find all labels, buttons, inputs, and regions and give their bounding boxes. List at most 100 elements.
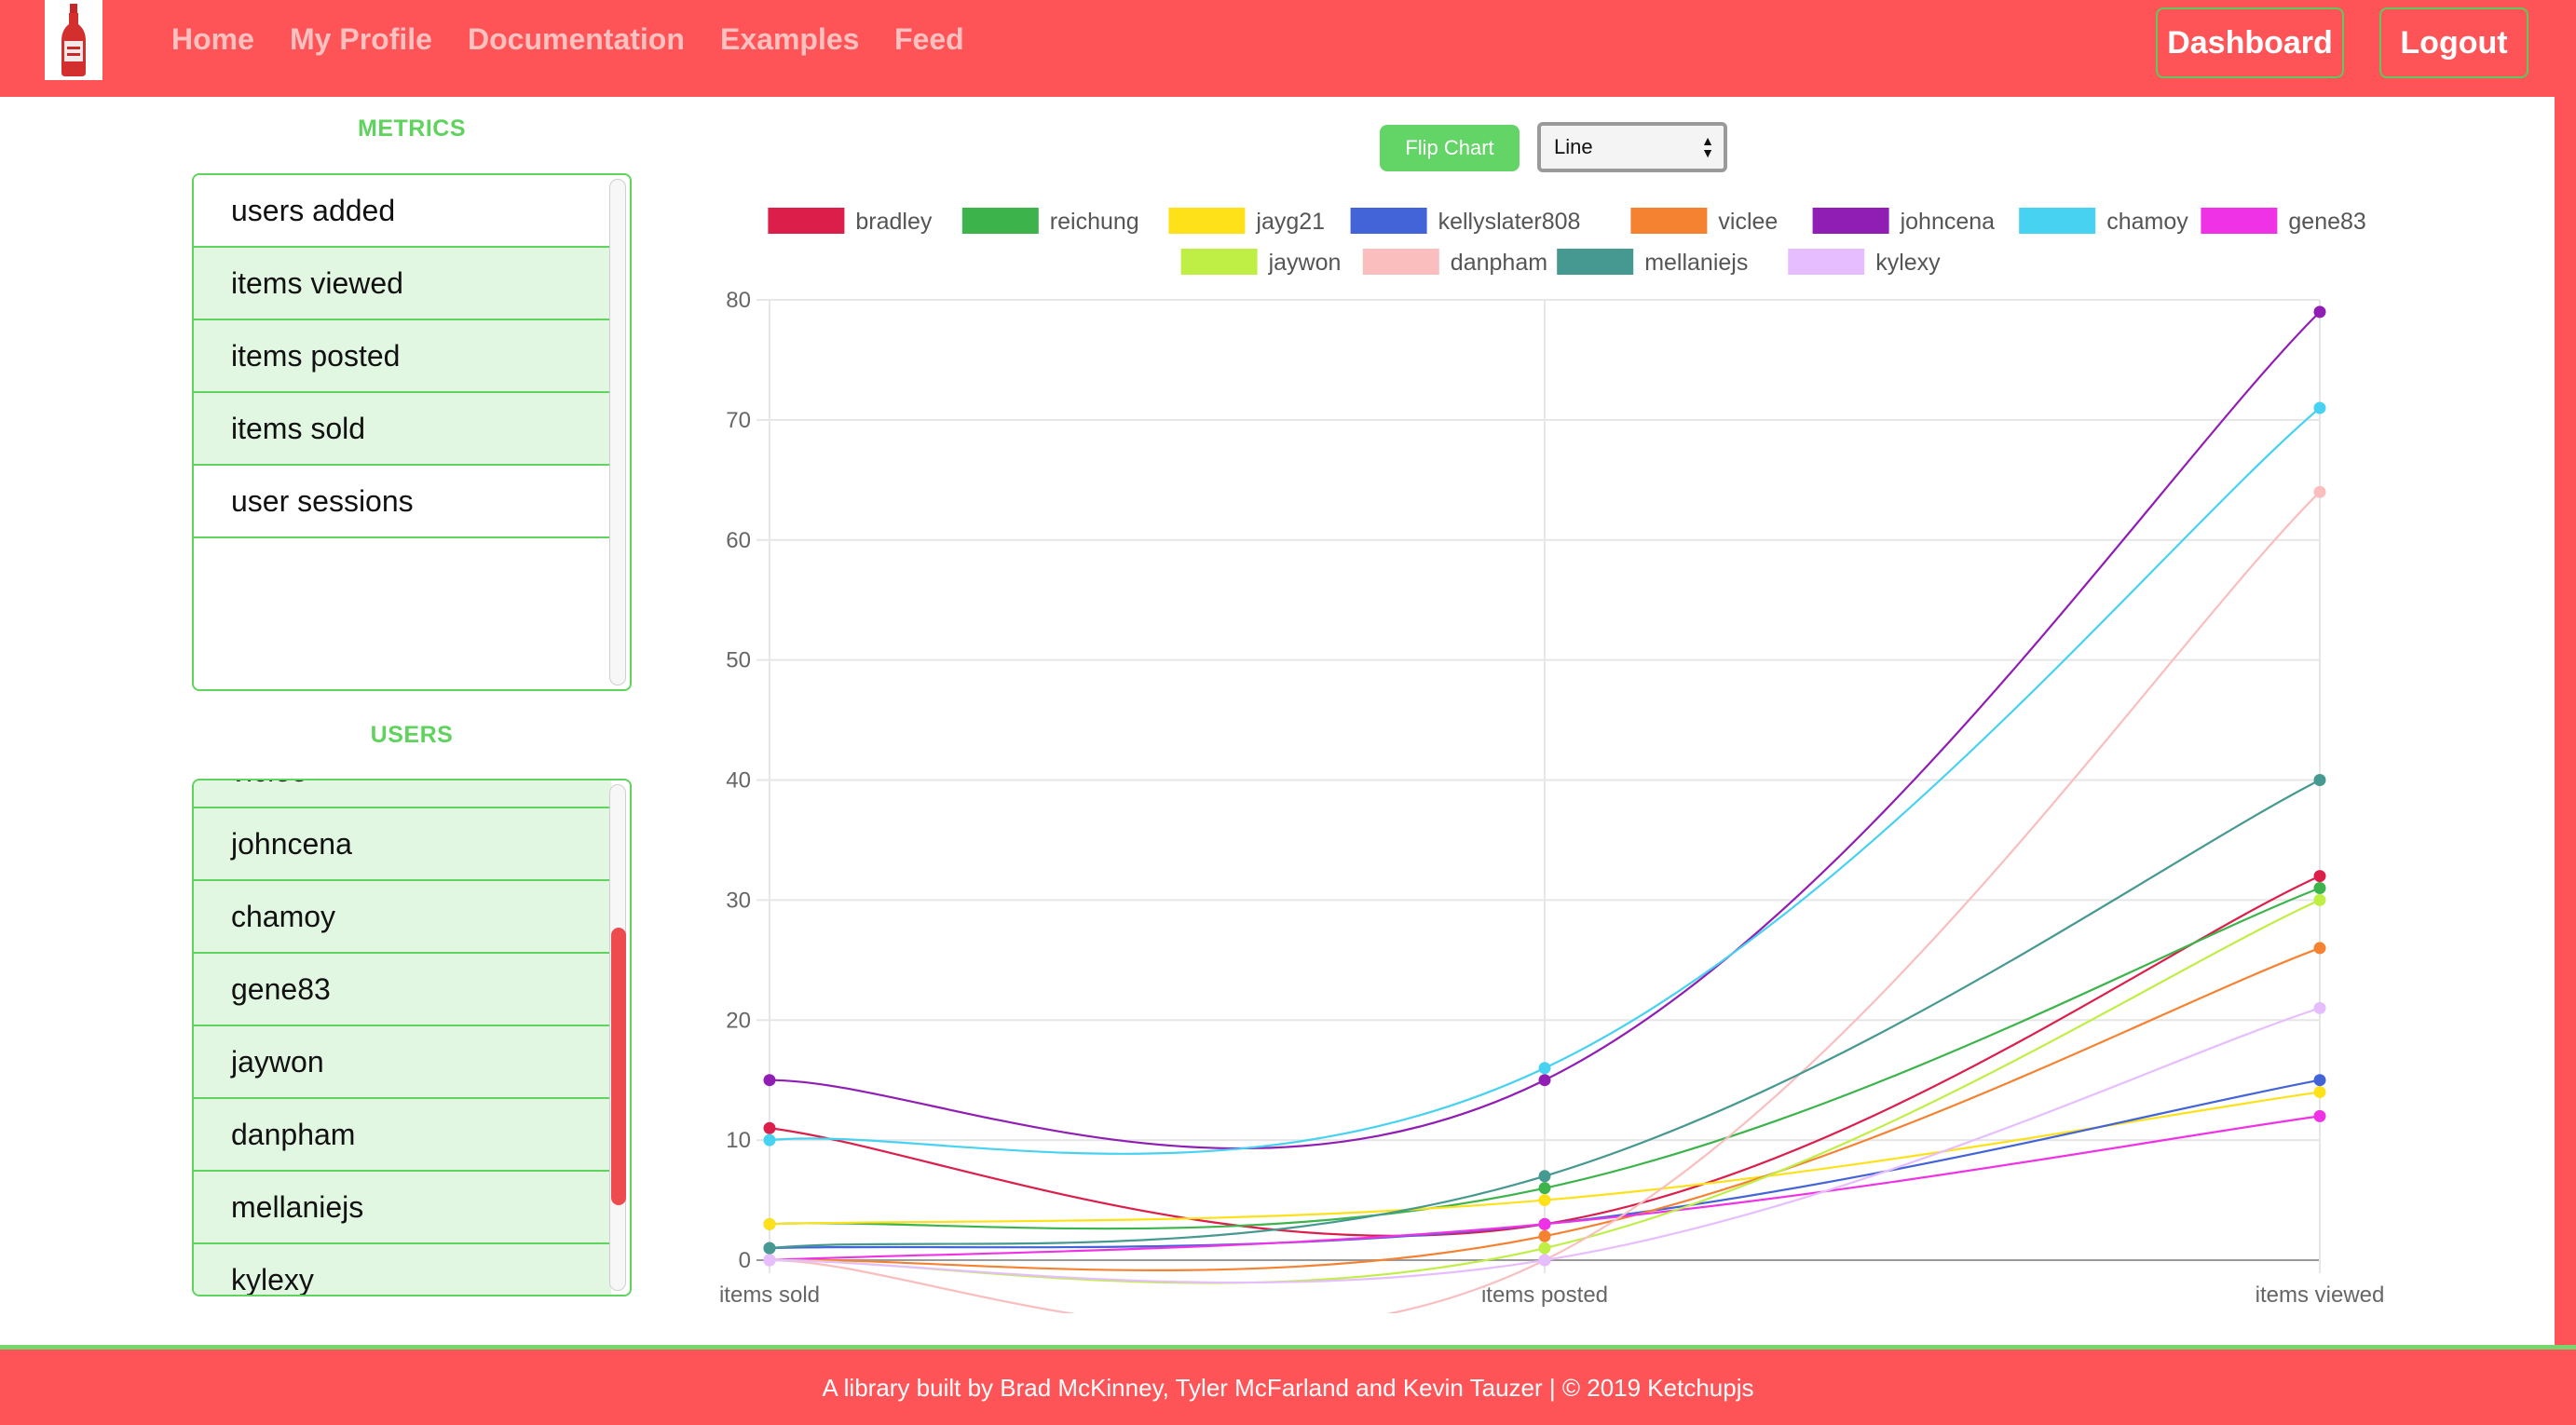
metrics-heading: METRICS xyxy=(358,115,466,142)
users-scrollbar[interactable] xyxy=(609,784,626,1291)
user-list-item[interactable]: jaywon xyxy=(194,1026,611,1099)
user-list-item[interactable]: mellaniejs xyxy=(194,1172,611,1244)
legend-swatch[interactable] xyxy=(1362,249,1439,275)
legend-swatch[interactable] xyxy=(961,208,1039,234)
y-tick-label: 0 xyxy=(739,1248,751,1273)
chart-type-select[interactable]: Line ▲ ▼ xyxy=(1537,122,1727,172)
footer: A library built by Brad McKinney, Tyler … xyxy=(0,1345,2576,1425)
nav-my-profile-link[interactable]: My Profile xyxy=(290,22,432,56)
legend-label[interactable]: bradley xyxy=(855,209,932,235)
nav-documentation-link[interactable]: Documentation xyxy=(468,22,685,56)
data-point-johncena[interactable] xyxy=(763,1074,776,1087)
metrics-line-chart: 0 10 20 30 40 50 60 70 80 items sold items posted i… xyxy=(719,208,2385,1313)
user-list-item[interactable]: kylexy xyxy=(194,1244,611,1295)
data-point-mellaniejs[interactable] xyxy=(763,1242,776,1255)
data-point-chamoy[interactable] xyxy=(763,1133,776,1147)
data-point-bradley[interactable] xyxy=(2313,870,2326,883)
data-point-jayg21[interactable] xyxy=(763,1217,776,1230)
series-line-johncena xyxy=(769,311,2321,1150)
nav-feed-link[interactable]: Feed xyxy=(894,22,964,56)
data-point-johncena[interactable] xyxy=(2313,305,2326,319)
legend-swatch[interactable] xyxy=(2201,208,2278,234)
legend-swatch[interactable] xyxy=(1180,249,1258,275)
ketchup-bottle-logo-icon[interactable] xyxy=(45,0,102,80)
data-point-jayg21[interactable] xyxy=(1538,1194,1551,1207)
data-point-gene83[interactable] xyxy=(2313,1109,2326,1122)
legend-swatch[interactable] xyxy=(1788,249,1865,275)
metric-list-item[interactable]: users added xyxy=(194,175,611,248)
data-point-mellaniejs[interactable] xyxy=(1538,1170,1551,1183)
data-point-bradley[interactable] xyxy=(763,1121,776,1134)
legend-label[interactable]: mellaniejs xyxy=(1644,250,1748,276)
legend-swatch[interactable] xyxy=(1350,208,1427,234)
legend-label[interactable]: johncena xyxy=(1900,209,1996,235)
series-line-danpham xyxy=(769,491,2321,1313)
legend-swatch[interactable] xyxy=(768,208,845,234)
user-list-item[interactable]: viclee xyxy=(194,780,611,808)
legend-label[interactable]: jayg21 xyxy=(1255,209,1325,235)
data-point-chamoy[interactable] xyxy=(1538,1062,1551,1075)
flip-chart-button[interactable]: Flip Chart xyxy=(1380,125,1520,171)
select-arrows-icon: ▲ ▼ xyxy=(1701,133,1714,160)
user-list-item[interactable]: danpham xyxy=(194,1099,611,1172)
users-scrollbar-thumb[interactable] xyxy=(611,928,626,1205)
data-point-gene83[interactable] xyxy=(1538,1217,1551,1230)
data-point-jaywon[interactable] xyxy=(1538,1242,1551,1255)
legend-swatch[interactable] xyxy=(2019,208,2096,234)
legend-swatch[interactable] xyxy=(1168,208,1246,234)
legend-swatch[interactable] xyxy=(1812,208,1889,234)
series-line-chamoy xyxy=(769,407,2321,1155)
legend-label[interactable]: gene83 xyxy=(2288,209,2365,235)
x-tick-label: items viewed xyxy=(2256,1282,2385,1308)
legend-label[interactable]: reichung xyxy=(1050,209,1139,235)
data-point-jayg21[interactable] xyxy=(2313,1086,2326,1099)
data-point-jaywon[interactable] xyxy=(2313,893,2326,906)
data-point-viclee[interactable] xyxy=(2313,942,2326,955)
legend-label[interactable]: danpham xyxy=(1451,250,1547,276)
dashboard-button[interactable]: Dashboard xyxy=(2156,7,2344,78)
metric-list-item[interactable]: items viewed xyxy=(194,248,611,320)
metric-list-item[interactable]: items posted xyxy=(194,320,611,393)
y-tick-label: 40 xyxy=(726,768,751,794)
data-point-reichung[interactable] xyxy=(1538,1182,1551,1195)
user-list-item[interactable]: gene83 xyxy=(194,954,611,1026)
legend-label[interactable]: kylexy xyxy=(1875,250,1941,276)
metrics-list[interactable]: users added items viewed items posted items… xyxy=(192,173,632,691)
legend-swatch[interactable] xyxy=(1630,208,1708,234)
chart-type-selected-value: Line xyxy=(1554,135,1593,158)
legend-label[interactable]: chamoy xyxy=(2106,209,2188,235)
data-point-danpham[interactable] xyxy=(2313,485,2326,498)
users-list[interactable]: vicleejohncenachamoygene83jaywondanphamm… xyxy=(192,779,632,1296)
legend-swatch[interactable] xyxy=(1557,249,1634,275)
users-heading: USERS xyxy=(370,722,454,748)
metric-list-item[interactable]: user sessions xyxy=(194,466,611,538)
legend-label[interactable]: kellyslater808 xyxy=(1438,209,1581,235)
data-point-mellaniejs[interactable] xyxy=(2313,774,2326,786)
x-tick-label: items sold xyxy=(719,1282,820,1308)
footer-credits-text: A library built by Brad McKinney, Tyler … xyxy=(822,1374,1754,1402)
legend-label[interactable]: jaywon xyxy=(1268,250,1342,276)
top-navbar: Home My Profile Documentation Examples F… xyxy=(0,0,2576,97)
y-tick-label: 30 xyxy=(726,888,751,913)
y-tick-label: 10 xyxy=(726,1128,751,1153)
metrics-scrollbar[interactable] xyxy=(609,179,626,685)
data-point-chamoy[interactable] xyxy=(2313,401,2326,414)
user-list-item[interactable]: chamoy xyxy=(194,881,611,954)
y-tick-label: 80 xyxy=(726,288,751,313)
data-point-reichung[interactable] xyxy=(2313,881,2326,894)
data-point-johncena[interactable] xyxy=(1538,1074,1551,1087)
legend-label[interactable]: viclee xyxy=(1718,209,1778,235)
data-point-kellyslater808[interactable] xyxy=(2313,1074,2326,1087)
metric-list-item[interactable]: items sold xyxy=(194,393,611,466)
nav-home-link[interactable]: Home xyxy=(171,22,254,56)
logout-button[interactable]: Logout xyxy=(2379,7,2528,78)
y-tick-label: 20 xyxy=(726,1008,751,1033)
page-edge-strip xyxy=(2555,97,2576,1345)
data-point-viclee[interactable] xyxy=(1538,1229,1551,1242)
data-point-kylexy[interactable] xyxy=(763,1254,776,1267)
nav-examples-link[interactable]: Examples xyxy=(720,22,860,56)
data-point-kylexy[interactable] xyxy=(1538,1254,1551,1267)
data-point-kylexy[interactable] xyxy=(2313,1001,2326,1014)
user-list-item[interactable]: johncena xyxy=(194,808,611,881)
